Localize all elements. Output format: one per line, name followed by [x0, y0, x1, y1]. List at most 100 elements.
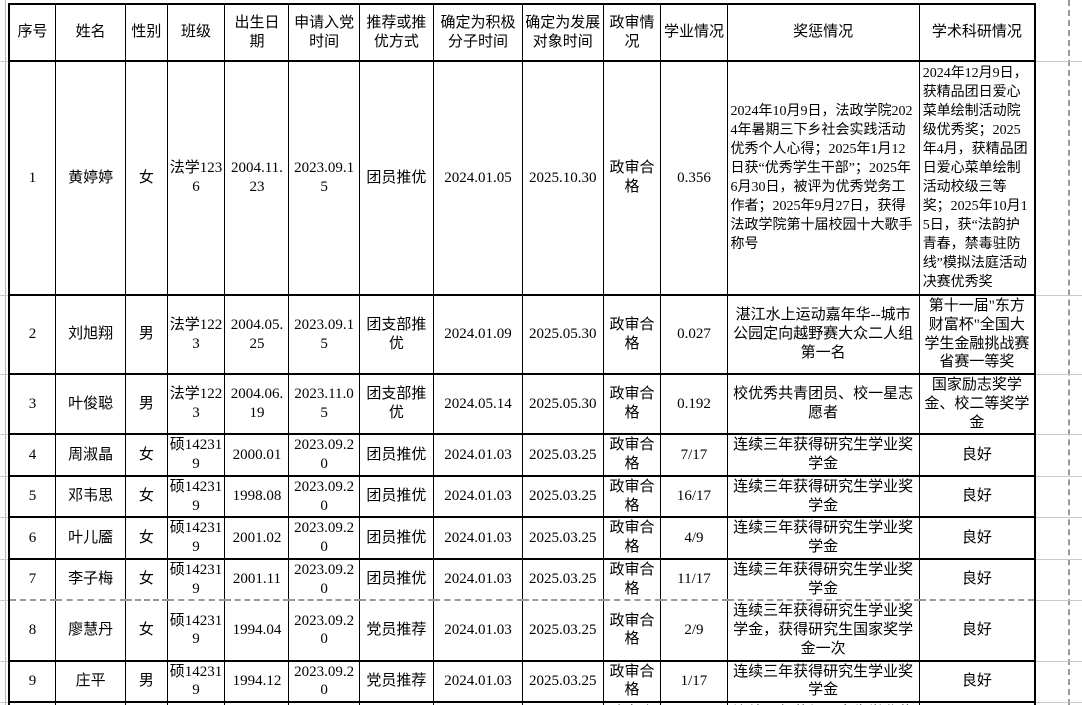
cell[interactable]: 2023.09.20	[288, 659, 360, 703]
cell[interactable]: 2024.01.09	[433, 294, 523, 375]
cell[interactable]: 女	[125, 599, 168, 662]
cell[interactable]: 2001.02	[224, 516, 290, 560]
cell[interactable]: 良好	[918, 474, 1036, 519]
cell[interactable]: 2023.09.15	[288, 60, 360, 296]
cell[interactable]: 2024.01.03	[433, 474, 523, 519]
cell[interactable]: 2	[8, 294, 56, 375]
cell[interactable]: 男	[125, 659, 168, 703]
column-header[interactable]: 姓名	[54, 3, 127, 62]
column-header[interactable]: 政审情况	[602, 3, 662, 62]
cell[interactable]: 政审合格	[602, 60, 662, 296]
cell[interactable]: 法学1223	[166, 372, 226, 436]
cell[interactable]: 政审合格	[602, 474, 662, 519]
cell[interactable]: 刘旭翔	[54, 294, 127, 375]
cell[interactable]: 2025.10.30	[521, 60, 604, 296]
cell[interactable]: 团支部推优	[358, 372, 435, 436]
cell[interactable]: 周淑晶	[54, 433, 127, 477]
cell[interactable]: 2024.01.05	[433, 60, 523, 296]
column-header[interactable]: 确定为积极分子时间	[433, 3, 523, 62]
cell[interactable]: 6	[8, 516, 56, 560]
cell[interactable]: 叶儿靥	[54, 516, 127, 560]
cell[interactable]: 2023.09.20	[288, 474, 360, 519]
cell[interactable]: 女	[125, 60, 168, 296]
cell[interactable]: 政审合格	[602, 516, 662, 560]
cell[interactable]: 连续三年获得研究生学业奖学金	[726, 659, 920, 703]
cell[interactable]: 团员推优	[358, 60, 435, 296]
cell[interactable]: 国家励志奖学金、校二等奖学金	[918, 372, 1036, 436]
cell[interactable]: 9/17	[660, 701, 728, 705]
cell[interactable]: 2025.03.25	[521, 516, 604, 560]
cell[interactable]: 良好	[918, 516, 1036, 560]
cell[interactable]: 良好	[918, 659, 1036, 703]
column-header[interactable]: 班级	[166, 3, 226, 62]
cell[interactable]: 硕142319	[166, 474, 226, 519]
cell[interactable]: 2023.09.20	[288, 433, 360, 477]
cell[interactable]: 2025.05.30	[521, 294, 604, 375]
column-header[interactable]: 序号	[8, 3, 56, 62]
column-header[interactable]: 性别	[125, 3, 168, 62]
column-header[interactable]: 推荐或推优方式	[358, 3, 435, 62]
cell[interactable]: 2004.06.19	[224, 372, 290, 436]
cell[interactable]: 2023.09.20	[288, 599, 360, 662]
cell[interactable]: 2025.03.25	[521, 599, 604, 662]
cell[interactable]: 团员推优	[358, 474, 435, 519]
cell[interactable]: 硕142319	[166, 557, 226, 602]
cell[interactable]: 良好	[918, 557, 1036, 602]
cell[interactable]: 7	[8, 557, 56, 602]
cell[interactable]: 团支部推优	[358, 294, 435, 375]
cell[interactable]: 8	[8, 599, 56, 662]
cell[interactable]: 团员推优	[358, 701, 435, 705]
cell[interactable]: 团员推优	[358, 516, 435, 560]
cell[interactable]: 政审合格	[602, 599, 662, 662]
cell[interactable]: 2000.01	[224, 433, 290, 477]
column-header[interactable]: 学术科研情况	[918, 3, 1036, 62]
cell[interactable]: 庄平	[54, 659, 127, 703]
cell[interactable]: 校优秀共青团员、校一星志愿者	[726, 372, 920, 436]
cell[interactable]: 0.192	[660, 372, 728, 436]
cell[interactable]: 团员推优	[358, 433, 435, 477]
cell[interactable]: 0.027	[660, 294, 728, 375]
column-header[interactable]: 奖惩情况	[726, 3, 920, 62]
cell[interactable]: 5	[8, 474, 56, 519]
cell[interactable]: 9	[8, 659, 56, 703]
cell[interactable]: 2023.11.05	[288, 372, 360, 436]
cell[interactable]: 法学1223	[166, 294, 226, 375]
cell[interactable]: 2024.01.03	[433, 599, 523, 662]
cell[interactable]: 2024.01.03	[433, 557, 523, 602]
cell[interactable]: 2025.05.30	[521, 372, 604, 436]
cell[interactable]: 政审合格	[602, 557, 662, 602]
cell[interactable]: 良好	[918, 599, 1036, 662]
cell[interactable]: 7/17	[660, 433, 728, 477]
cell[interactable]: 邓韦思	[54, 474, 127, 519]
cell[interactable]: 2024.05.14	[433, 372, 523, 436]
cell[interactable]: 法学1236	[166, 60, 226, 296]
cell[interactable]: 1/17	[660, 659, 728, 703]
cell[interactable]: 团员推优	[358, 557, 435, 602]
cell[interactable]: 3	[8, 372, 56, 436]
cell[interactable]: 廖慧丹	[54, 599, 127, 662]
cell[interactable]: 10	[8, 701, 56, 705]
cell[interactable]: 2025.03.25	[521, 474, 604, 519]
cell[interactable]: 连续三年获得研究生学业奖学金	[726, 516, 920, 560]
cell[interactable]: 政审合格	[602, 372, 662, 436]
cell[interactable]: 女	[125, 433, 168, 477]
cell[interactable]: 1994.12	[224, 659, 290, 703]
cell[interactable]: 硕142319	[166, 433, 226, 477]
cell[interactable]: 2/9	[660, 599, 728, 662]
cell[interactable]: 良好	[918, 433, 1036, 477]
cell[interactable]: 2024年12月9日，获精品团日爱心菜单绘制活动院级优秀奖；2025年4月，获精…	[918, 60, 1036, 296]
cell[interactable]: 2023.09.20	[288, 557, 360, 602]
cell[interactable]: 女	[125, 474, 168, 519]
cell[interactable]: 1994.04	[224, 599, 290, 662]
cell[interactable]: 男	[125, 372, 168, 436]
cell[interactable]: 2025.03.25	[521, 433, 604, 477]
cell[interactable]: 4/9	[660, 516, 728, 560]
cell[interactable]: 2025.03.25	[521, 659, 604, 703]
cell[interactable]: 1998.08	[224, 474, 290, 519]
cell[interactable]: 政审合格	[602, 433, 662, 477]
cell[interactable]: 硕142319	[166, 516, 226, 560]
cell[interactable]: 黄婷婷	[54, 60, 127, 296]
cell[interactable]: 硕142319	[166, 599, 226, 662]
cell[interactable]: 4	[8, 433, 56, 477]
cell[interactable]: 女	[125, 557, 168, 602]
